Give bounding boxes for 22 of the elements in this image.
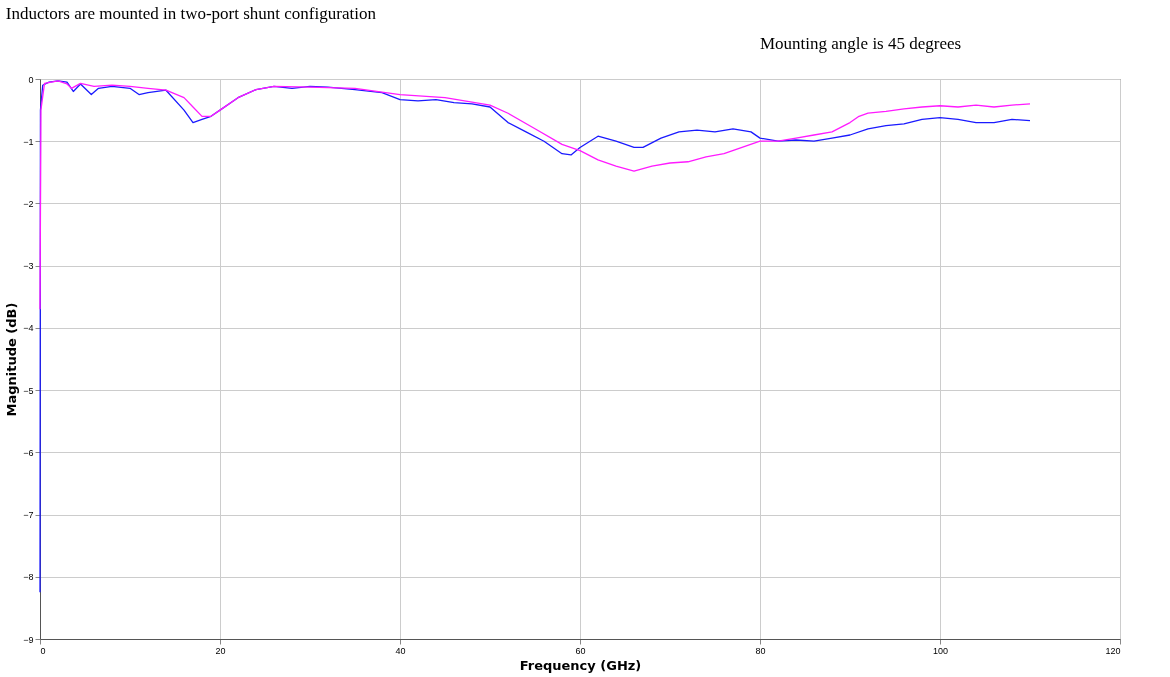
y-tick-label: −4 (23, 323, 34, 334)
y-tick-label: −6 (23, 447, 34, 458)
chart-title: Inductors are mounted in two-port shunt configuration (5, 4, 377, 23)
y-tick-label: −8 (23, 572, 34, 583)
y-tick-label: −5 (23, 385, 34, 396)
x-tick-label: 40 (395, 645, 406, 656)
y-tick-label: −7 (23, 510, 34, 521)
x-tick-label: 20 (215, 645, 226, 656)
y-tick-label: −2 (23, 198, 34, 209)
text: Mounting angle is 45 degrees (760, 34, 962, 53)
x-tick-label: 0 (40, 645, 46, 656)
x-tick-label: 120 (1105, 645, 1121, 656)
y-tick-label: −9 (23, 634, 34, 645)
x-tick-label: 100 (932, 645, 949, 656)
y-tick-label: 0 (28, 74, 34, 85)
x-axis-title: Frequency (GHz) (519, 657, 642, 673)
y-tick-label: −1 (23, 136, 34, 147)
x-tick-label: 80 (755, 645, 766, 656)
y-tick-label: −3 (23, 261, 34, 272)
line-series (39, 80, 1031, 310)
x-tick-label: 60 (575, 645, 586, 656)
y-axis-title: Magnitude (dB) (4, 302, 20, 417)
